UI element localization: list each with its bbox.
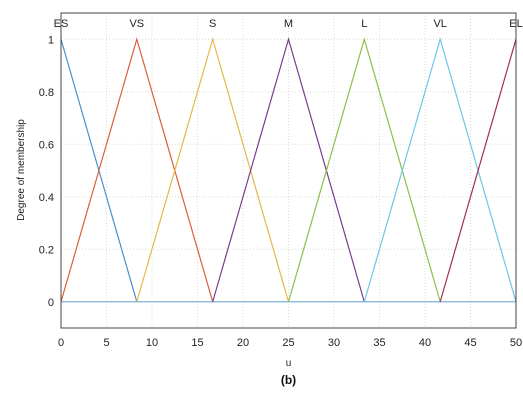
x-tick-label-20: 20 bbox=[237, 337, 249, 349]
membership-labels: ES VS S M L VL EL bbox=[54, 18, 523, 30]
x-axis-label: u bbox=[286, 358, 292, 369]
series-line-vs bbox=[60, 37, 214, 302]
series-line-s bbox=[136, 37, 290, 302]
x-tick-label-50: 50 bbox=[510, 337, 522, 349]
x-tick-labels: 0 5 10 15 20 25 30 35 40 45 50 bbox=[58, 337, 522, 349]
y-tick-label-0.6: 0.6 bbox=[39, 139, 54, 151]
x-tick-label-15: 15 bbox=[191, 337, 203, 349]
x-tick-label-5: 5 bbox=[103, 337, 109, 349]
series-line-vl bbox=[363, 37, 517, 302]
x-tick-label-45: 45 bbox=[464, 337, 476, 349]
y-tick-label-0.8: 0.8 bbox=[39, 87, 54, 99]
x-tick-label-40: 40 bbox=[419, 337, 431, 349]
x-tick-label-25: 25 bbox=[282, 337, 294, 349]
series-line-el bbox=[439, 39, 517, 302]
x-tick-label-30: 30 bbox=[328, 337, 340, 349]
label-m: M bbox=[284, 18, 293, 30]
y-tick-label-0.4: 0.4 bbox=[39, 192, 54, 204]
label-vl: VL bbox=[433, 18, 446, 30]
series-group bbox=[60, 37, 517, 303]
label-s: S bbox=[209, 18, 216, 30]
y-tick-label-0.2: 0.2 bbox=[39, 244, 54, 256]
series-line-m bbox=[212, 37, 365, 302]
y-axis-label: Degree of membership bbox=[16, 119, 27, 221]
y-tick-label-0: 0 bbox=[48, 297, 54, 309]
label-vs: VS bbox=[129, 18, 144, 30]
plot-frame bbox=[60, 12, 517, 329]
series-line-l bbox=[287, 37, 441, 302]
y-tick-labels: 0 0.2 0.4 0.6 0.8 1 bbox=[39, 34, 54, 309]
x-tick-label-0: 0 bbox=[58, 337, 64, 349]
figure-caption: (b) bbox=[281, 373, 296, 387]
grid bbox=[60, 13, 517, 328]
label-l: L bbox=[361, 18, 367, 30]
x-tick-label-35: 35 bbox=[373, 337, 385, 349]
x-tick-label-10: 10 bbox=[146, 337, 158, 349]
y-tick-label-1: 1 bbox=[48, 34, 54, 46]
